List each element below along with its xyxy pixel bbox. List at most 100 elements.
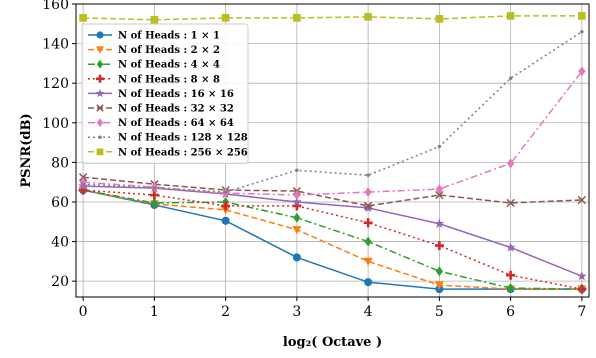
data-point (577, 195, 587, 205)
data-point (291, 196, 302, 207)
x-tick-label: 1 (150, 304, 159, 320)
data-point (221, 201, 231, 211)
legend-label: N of Heads : 8 × 8 (118, 74, 220, 85)
data-point (505, 242, 516, 252)
series-line (82, 189, 582, 290)
data-point (364, 187, 372, 198)
data-point (295, 168, 299, 172)
legend-entry: N of Heads : 1 × 1 (88, 31, 220, 42)
legend-label: N of Heads : 128 × 128 (118, 133, 248, 144)
series-line (82, 189, 582, 290)
series-line (83, 15, 582, 21)
data-point (363, 257, 373, 266)
series-4 (78, 185, 587, 294)
data-point (363, 201, 373, 211)
data-point (95, 88, 105, 98)
y-tick-label: 80 (51, 155, 69, 171)
data-point (79, 14, 87, 22)
data-point (576, 271, 587, 281)
data-point (435, 184, 443, 195)
data-point (580, 30, 584, 34)
data-point (364, 278, 373, 287)
data-point (366, 173, 370, 177)
legend-entry: N of Heads : 32 × 32 (88, 104, 234, 115)
plot-frame (75, 3, 590, 298)
x-tick-label: 4 (364, 304, 373, 320)
data-point (293, 212, 301, 223)
legend-entry: N of Heads : 16 × 16 (88, 88, 234, 100)
series-9 (79, 12, 586, 24)
legend-label: N of Heads : 32 × 32 (118, 104, 234, 115)
data-point (434, 241, 444, 251)
series-line (83, 176, 582, 207)
data-point (435, 15, 444, 23)
legend-label: N of Heads : 16 × 16 (118, 89, 234, 100)
data-point (507, 283, 515, 294)
data-point (506, 198, 515, 208)
legend-label: N of Heads : 256 × 256 (118, 147, 248, 158)
data-point (435, 190, 444, 200)
data-point (364, 13, 372, 21)
data-point (98, 135, 102, 139)
data-point (506, 12, 515, 20)
data-point (150, 198, 158, 208)
x-axis-label: log₂( Octave ) (283, 335, 382, 350)
data-point (96, 59, 104, 69)
data-point (434, 281, 444, 290)
data-point (292, 226, 302, 235)
legend-entry: N of Heads : 128 × 128 (88, 133, 248, 144)
data-point (96, 104, 104, 112)
data-point (437, 144, 442, 149)
data-point (435, 266, 443, 277)
series-layer (78, 12, 587, 295)
legend-label: N of Heads : 2 × 2 (118, 45, 220, 56)
y-tick-label: 60 (51, 195, 69, 211)
legend-label: N of Heads : 1 × 1 (118, 31, 220, 42)
data-point (221, 216, 230, 225)
data-point (434, 218, 445, 228)
data-point (96, 118, 104, 127)
x-tick-label: 7 (577, 304, 586, 320)
data-point (508, 76, 513, 80)
data-point (578, 66, 586, 77)
data-point (96, 148, 104, 156)
data-point (223, 190, 228, 194)
x-tick-label: 6 (506, 304, 515, 320)
data-point (150, 16, 159, 24)
series-8 (81, 30, 584, 194)
data-point (81, 182, 85, 186)
y-tick-label: 20 (51, 274, 69, 290)
data-point (507, 158, 515, 169)
legend: N of Heads : 1 × 1 N of Heads : 2 × 2 N of… (81, 23, 249, 164)
y-tick-label: 160 (42, 0, 69, 13)
data-point (506, 270, 516, 280)
data-point (293, 190, 301, 200)
data-point (578, 12, 586, 20)
legend-entry: N of Heads : 4 × 4 (88, 60, 220, 71)
x-tick-label: 0 (79, 304, 88, 320)
data-point (577, 284, 587, 294)
axis-ticks: 0 1 2 3 4 5 6 7 20 40 60 80 100 120 140 160 (42, 0, 586, 320)
data-point (152, 186, 157, 190)
legend-label: N of Heads : 4 × 4 (118, 60, 220, 71)
data-point (96, 31, 104, 39)
data-point (292, 253, 301, 262)
y-tick-label: 140 (42, 37, 69, 53)
y-axis-label: PSNR(dB) (19, 113, 34, 187)
series-7 (79, 66, 586, 200)
y-tick-label: 120 (42, 76, 69, 92)
y-tick-label: 100 (42, 116, 69, 132)
x-tick-label: 5 (435, 304, 444, 320)
data-point (96, 74, 104, 83)
legend-entry: N of Heads : 256 × 256 (88, 147, 248, 158)
legend-box (81, 23, 249, 164)
x-tick-label: 3 (292, 304, 301, 320)
x-tick-label: 2 (221, 304, 230, 320)
legend-entry: N of Heads : 64 × 64 (88, 118, 234, 129)
data-point (364, 236, 372, 247)
data-point (293, 14, 301, 22)
data-point (363, 218, 373, 228)
data-point (221, 14, 230, 22)
legend-label: N of Heads : 64 × 64 (118, 118, 234, 129)
